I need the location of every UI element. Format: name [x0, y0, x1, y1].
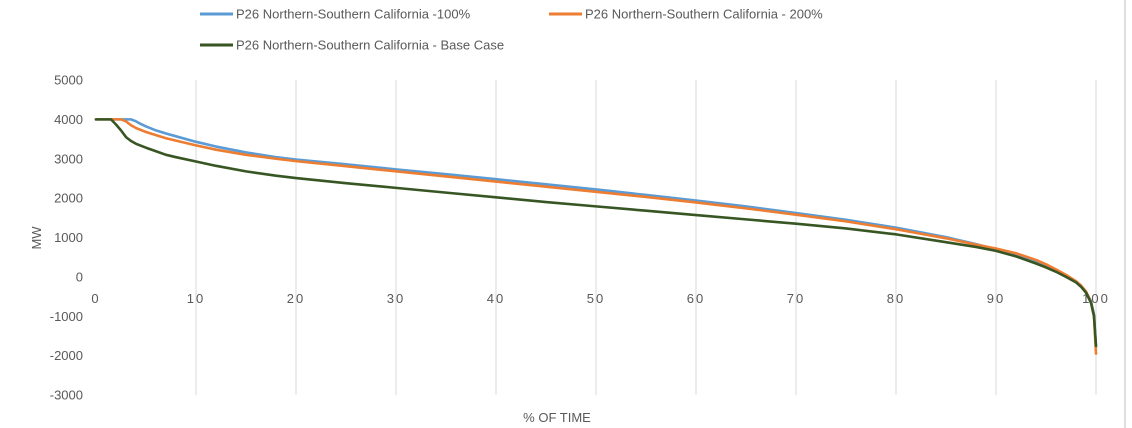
y-tick-label-6: -1000 [50, 309, 83, 324]
x-tick-label-1: 10 [187, 291, 205, 306]
y-tick-label-2: 3000 [54, 151, 83, 166]
y-tick-label-3: 2000 [54, 191, 83, 206]
gridlines [195, 80, 1097, 395]
series-group [94, 118, 1098, 355]
x-tick-label-9: 90 [987, 291, 1005, 306]
series-line-2 [94, 118, 1098, 355]
y-tick-label-7: -2000 [50, 348, 83, 363]
x-axis-ticks: 0 10 20 30 40 50 60 70 80 90 100 [91, 291, 1107, 306]
y-tick-label-8: -3000 [50, 388, 83, 403]
x-tick-label-5: 50 [587, 291, 605, 306]
y-tick-label-0: 5000 [54, 73, 83, 88]
x-tick-label-6: 60 [687, 291, 705, 306]
legend-label-2: P26 Northern-Southern California - 200% [585, 7, 823, 22]
x-tick-label-0: 0 [91, 291, 100, 306]
y-tick-label-5: 0 [76, 269, 83, 284]
x-tick-label-8: 80 [887, 291, 905, 306]
x-tick-label-2: 20 [287, 291, 305, 306]
x-tick-label-3: 30 [387, 291, 405, 306]
y-tick-label-4: 1000 [54, 230, 83, 245]
legend: P26 Northern-Southern California -100% P2… [200, 7, 823, 53]
y-axis-ticks: 5000 4000 3000 2000 1000 0 -1000 -2000 -3000 [50, 73, 83, 403]
x-tick-label-4: 40 [487, 291, 505, 306]
legend-label-1: P26 Northern-Southern California -100% [236, 7, 471, 22]
series-line-3 [94, 118, 1098, 348]
y-tick-label-1: 4000 [54, 112, 83, 127]
legend-label-3: P26 Northern-Southern California - Base … [236, 38, 504, 53]
y-axis-label: MW [29, 226, 44, 250]
x-tick-label-7: 70 [787, 291, 805, 306]
x-axis-label: % OF TIME [523, 410, 591, 425]
